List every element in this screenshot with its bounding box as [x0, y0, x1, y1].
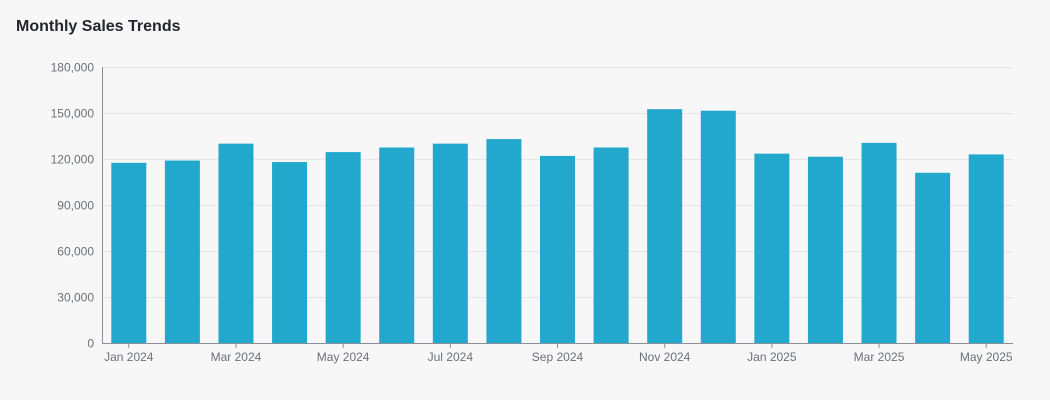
x-tick-label: Nov 2024: [639, 350, 691, 364]
bar-apr-2024: [272, 162, 308, 343]
bar-may-2024: [325, 152, 361, 343]
x-tick-label: Sep 2024: [532, 350, 584, 364]
bar-apr-2025: [915, 172, 951, 343]
bar-oct-2024: [593, 147, 629, 343]
bar-jun-2024: [379, 147, 415, 343]
bar-nov-2024: [647, 109, 683, 344]
x-tick-label: May 2024: [317, 350, 370, 364]
chart-title: Monthly Sales Trends: [16, 18, 181, 35]
bar-jan-2025: [754, 153, 790, 343]
y-tick-labels: 0 30,000 60,000 90,000 120,000 150,000 180,000: [51, 61, 95, 351]
bars: [111, 109, 1004, 344]
bar-jan-2024: [111, 162, 147, 343]
bar-mar-2025: [861, 142, 897, 343]
x-tick-label: Mar 2024: [211, 350, 262, 364]
y-tick-label: 0: [87, 337, 94, 351]
axes: [102, 67, 1013, 348]
bar-aug-2024: [486, 139, 522, 343]
y-tick-label: 120,000: [51, 153, 95, 167]
bar-mar-2024: [218, 143, 254, 343]
y-tick-label: 150,000: [51, 107, 95, 121]
bar-jul-2024: [432, 143, 468, 343]
x-tick-label: May 2025: [960, 350, 1013, 364]
bar-feb-2025: [807, 156, 843, 343]
bar-feb-2024: [164, 160, 200, 343]
x-tick-labels: Jan 2024 Mar 2024 May 2024 Jul 2024 Sep 2024…: [104, 350, 1013, 364]
bar-dec-2024: [700, 110, 736, 343]
y-tick-label: 180,000: [51, 61, 95, 75]
x-tick-label: Mar 2025: [854, 350, 905, 364]
bar-sep-2024: [540, 155, 575, 343]
x-tick-label: Jan 2025: [747, 350, 797, 364]
y-tick-label: 60,000: [57, 245, 94, 259]
y-tick-label: 30,000: [57, 291, 94, 305]
bar-may-2025: [968, 154, 1004, 343]
x-tick-label: Jul 2024: [428, 350, 474, 364]
y-tick-label: 90,000: [57, 199, 94, 213]
x-tick-label: Jan 2024: [104, 350, 154, 364]
